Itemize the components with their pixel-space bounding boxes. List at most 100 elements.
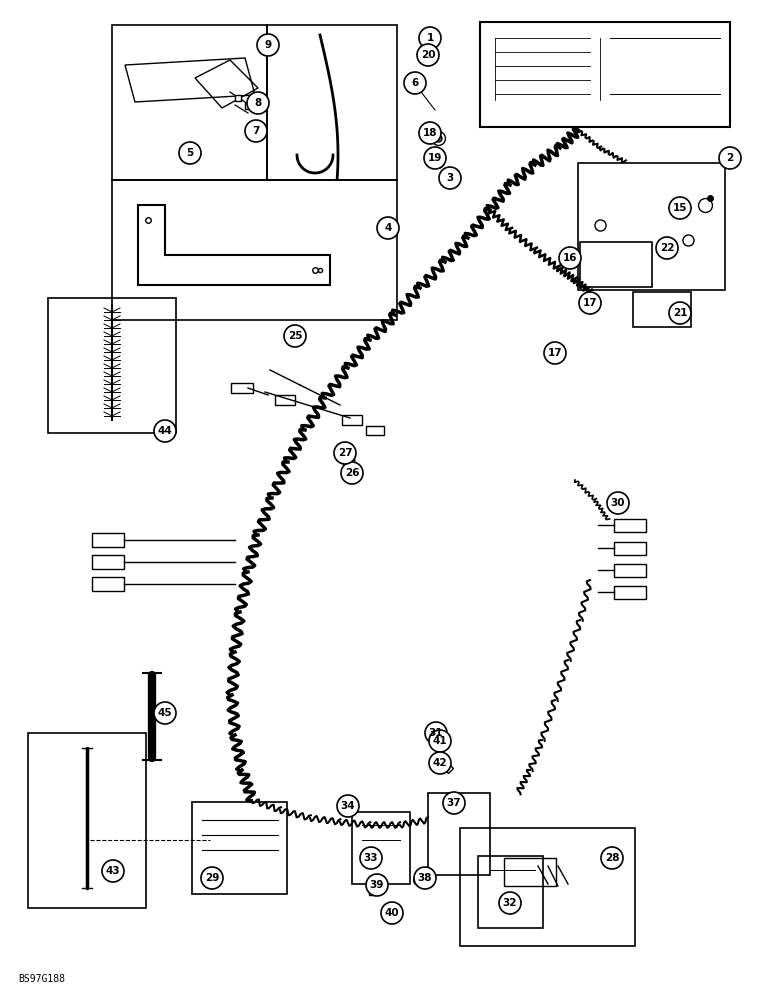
Circle shape bbox=[404, 72, 426, 94]
Text: 6: 6 bbox=[411, 78, 418, 88]
Circle shape bbox=[425, 722, 447, 744]
Text: 2: 2 bbox=[726, 153, 733, 163]
Circle shape bbox=[201, 867, 223, 889]
Text: 16: 16 bbox=[563, 253, 577, 263]
Text: 18: 18 bbox=[423, 128, 437, 138]
Text: 29: 29 bbox=[205, 873, 219, 883]
Bar bbox=[112, 180, 397, 320]
Circle shape bbox=[719, 147, 741, 169]
Bar bbox=[352, 812, 410, 884]
Text: 1: 1 bbox=[426, 33, 434, 43]
Bar bbox=[92, 533, 124, 547]
Bar bbox=[580, 242, 652, 287]
Circle shape bbox=[607, 492, 629, 514]
Circle shape bbox=[245, 120, 267, 142]
Circle shape bbox=[429, 730, 451, 752]
Circle shape bbox=[559, 247, 581, 269]
Circle shape bbox=[366, 874, 388, 896]
Bar bbox=[614, 564, 646, 576]
Bar bbox=[192, 802, 287, 894]
Circle shape bbox=[601, 847, 623, 869]
Text: 3: 3 bbox=[446, 173, 454, 183]
Circle shape bbox=[257, 34, 279, 56]
Text: 43: 43 bbox=[106, 866, 120, 876]
Text: 19: 19 bbox=[428, 153, 442, 163]
Circle shape bbox=[443, 792, 465, 814]
Text: 30: 30 bbox=[611, 498, 625, 508]
Text: 5: 5 bbox=[186, 148, 194, 158]
Text: 4: 4 bbox=[384, 223, 391, 233]
Bar bbox=[460, 828, 635, 946]
Circle shape bbox=[417, 44, 439, 66]
Text: 17: 17 bbox=[583, 298, 598, 308]
Text: 45: 45 bbox=[157, 708, 172, 718]
Circle shape bbox=[544, 342, 566, 364]
Text: 33: 33 bbox=[364, 853, 378, 863]
Bar bbox=[428, 793, 490, 875]
Circle shape bbox=[247, 92, 269, 114]
Text: 20: 20 bbox=[421, 50, 435, 60]
Bar bbox=[633, 292, 691, 327]
Text: 38: 38 bbox=[418, 873, 432, 883]
Bar bbox=[614, 542, 646, 554]
Text: 25: 25 bbox=[288, 331, 303, 341]
Bar bbox=[28, 733, 146, 908]
Circle shape bbox=[419, 27, 441, 49]
Bar bbox=[480, 22, 730, 127]
Circle shape bbox=[360, 847, 382, 869]
Text: BS97G188: BS97G188 bbox=[18, 974, 65, 984]
Text: 17: 17 bbox=[547, 348, 562, 358]
Bar bbox=[92, 555, 124, 569]
Text: 21: 21 bbox=[672, 308, 687, 318]
Circle shape bbox=[334, 442, 356, 464]
Circle shape bbox=[284, 325, 306, 347]
Text: 22: 22 bbox=[660, 243, 674, 253]
Bar bbox=[48, 298, 176, 433]
Circle shape bbox=[669, 197, 691, 219]
Circle shape bbox=[381, 902, 403, 924]
Circle shape bbox=[429, 752, 451, 774]
Bar bbox=[112, 25, 267, 180]
Circle shape bbox=[579, 292, 601, 314]
Bar bbox=[267, 25, 397, 180]
Circle shape bbox=[154, 702, 176, 724]
Circle shape bbox=[102, 860, 124, 882]
Circle shape bbox=[499, 892, 521, 914]
Bar bbox=[275, 395, 295, 405]
Circle shape bbox=[414, 867, 436, 889]
Text: 32: 32 bbox=[503, 898, 517, 908]
Circle shape bbox=[656, 237, 678, 259]
Text: 39: 39 bbox=[370, 880, 384, 890]
Bar bbox=[366, 426, 384, 434]
Bar bbox=[614, 585, 646, 598]
Text: 27: 27 bbox=[337, 448, 352, 458]
Text: 40: 40 bbox=[384, 908, 399, 918]
Text: 26: 26 bbox=[345, 468, 359, 478]
Text: 34: 34 bbox=[340, 801, 355, 811]
Circle shape bbox=[419, 122, 441, 144]
Bar bbox=[92, 577, 124, 591]
Text: 44: 44 bbox=[157, 426, 172, 436]
Circle shape bbox=[377, 217, 399, 239]
Text: 37: 37 bbox=[447, 798, 462, 808]
Bar bbox=[231, 383, 253, 393]
Bar bbox=[504, 858, 556, 886]
Circle shape bbox=[337, 795, 359, 817]
Text: 8: 8 bbox=[255, 98, 262, 108]
Circle shape bbox=[424, 147, 446, 169]
Bar bbox=[614, 518, 646, 532]
Text: 7: 7 bbox=[252, 126, 259, 136]
Bar bbox=[342, 415, 362, 425]
Text: 15: 15 bbox=[672, 203, 687, 213]
Text: 42: 42 bbox=[432, 758, 447, 768]
Circle shape bbox=[179, 142, 201, 164]
Circle shape bbox=[669, 302, 691, 324]
Text: 9: 9 bbox=[265, 40, 272, 50]
Text: 41: 41 bbox=[432, 736, 447, 746]
Bar bbox=[478, 856, 543, 928]
Circle shape bbox=[439, 167, 461, 189]
Circle shape bbox=[341, 462, 363, 484]
Text: 31: 31 bbox=[428, 728, 443, 738]
Circle shape bbox=[154, 420, 176, 442]
Text: 28: 28 bbox=[604, 853, 619, 863]
